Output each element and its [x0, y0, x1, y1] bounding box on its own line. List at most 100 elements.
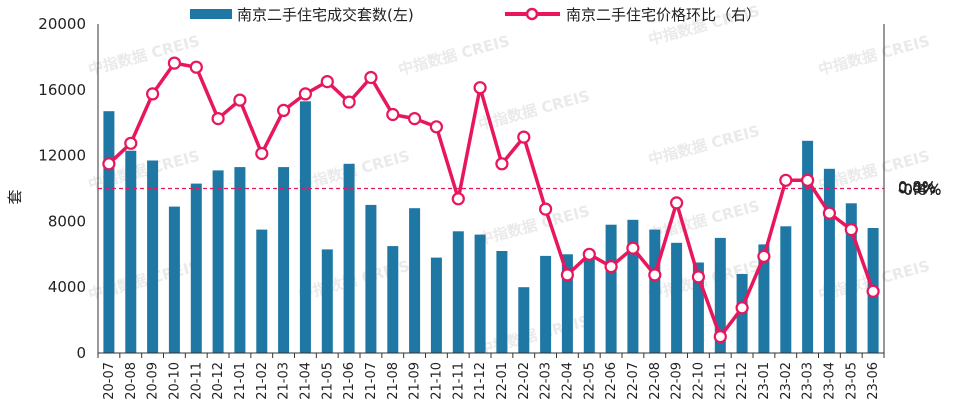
- bar-22-07: [627, 219, 639, 353]
- x-tick-label: 21-12: [473, 362, 488, 400]
- point-21-02: [255, 146, 269, 161]
- bar-22-11: [714, 237, 726, 353]
- legend-bar-label: 南京二手住宅成交套数(左): [237, 6, 414, 24]
- bar-23-02: [780, 226, 792, 353]
- bar-21-07: [365, 204, 377, 353]
- bar-20-10: [168, 206, 180, 353]
- x-tick-label: 20-10: [167, 362, 182, 400]
- point-21-08: [386, 107, 400, 122]
- y-left-tick-label: 0: [76, 344, 86, 362]
- point-22-06: [604, 260, 618, 274]
- legend-bar-swatch: [190, 9, 232, 19]
- point-21-04: [298, 87, 312, 101]
- watermark-text: 中指数据 CREIS: [816, 32, 931, 79]
- x-tick-label: 22-05: [582, 362, 597, 400]
- y-right-tick-label: 0.4%: [898, 179, 936, 197]
- point-20-10: [167, 56, 181, 70]
- x-tick-label: 22-11: [713, 362, 728, 400]
- watermark-text: 中指数据 CREIS: [86, 32, 201, 79]
- x-tick-label: 22-09: [670, 362, 685, 400]
- bar-21-08: [387, 246, 399, 353]
- point-23-04: [822, 206, 837, 220]
- point-21-10: [429, 120, 443, 134]
- y-left-tick-label: 4000: [48, 278, 86, 296]
- bar-series: [103, 101, 879, 353]
- y-right-ticks: -0.8%-0.4%0.0%0.4%0.8%: [898, 178, 942, 199]
- bar-21-04: [299, 101, 311, 353]
- point-22-01: [495, 157, 509, 171]
- line-series: [102, 56, 880, 344]
- watermark-text: 中指数据 CREIS: [646, 197, 761, 244]
- x-tick-label: 23-06: [866, 362, 881, 400]
- point-20-12: [211, 111, 225, 126]
- x-tick-label: 21-04: [298, 362, 313, 400]
- x-tick-label: 21-03: [277, 362, 292, 400]
- bar-21-12: [474, 234, 486, 353]
- axes: [97, 24, 885, 358]
- point-23-02: [779, 173, 793, 187]
- point-20-07: [102, 157, 116, 171]
- bar-23-03: [802, 140, 814, 353]
- x-tick-label: 22-04: [560, 362, 575, 400]
- x-tick-label: 21-01: [233, 362, 248, 400]
- x-tick-label: 21-02: [255, 362, 270, 400]
- bar-22-02: [518, 287, 530, 353]
- x-tick-label: 22-03: [539, 362, 554, 400]
- y-left-axis-label: 套: [6, 189, 24, 204]
- point-21-01: [233, 93, 247, 107]
- point-22-08: [648, 268, 662, 282]
- x-tick-label: 20-09: [146, 362, 161, 400]
- x-tick-label: 23-04: [822, 362, 837, 400]
- y-left-tick-label: 20000: [38, 15, 86, 33]
- x-tick-label: 21-08: [386, 362, 401, 400]
- point-20-08: [124, 136, 138, 150]
- bar-23-05: [845, 203, 857, 353]
- point-20-11: [189, 60, 203, 74]
- point-21-05: [320, 74, 334, 89]
- x-tick-label: 22-01: [495, 362, 510, 400]
- bar-20-07: [103, 111, 115, 353]
- y-right-tick-label: -0.8%: [898, 181, 942, 199]
- bar-20-12: [212, 170, 224, 353]
- watermark-text: 中指数据 CREIS: [476, 87, 591, 134]
- y-left-tick-label: 8000: [48, 212, 86, 230]
- point-22-04: [560, 268, 575, 282]
- point-22-09: [669, 196, 684, 210]
- x-tick-label: 22-10: [691, 362, 706, 400]
- bar-22-05: [583, 254, 595, 353]
- y-left-tick-label: 16000: [38, 81, 86, 99]
- bar-23-01: [758, 244, 770, 353]
- bar-21-02: [256, 229, 268, 353]
- bar-22-06: [605, 224, 617, 353]
- x-tick-label: 22-06: [604, 362, 619, 400]
- y-left-tick-label: 12000: [38, 147, 86, 165]
- x-tick-label: 23-02: [779, 362, 794, 400]
- watermark-text: 中指数据 CREIS: [646, 122, 761, 169]
- watermark-text: 中指数据 CREIS: [476, 312, 591, 359]
- point-20-09: [146, 87, 160, 101]
- point-21-06: [342, 95, 356, 109]
- x-tick-label: 21-11: [451, 362, 466, 400]
- x-tick-label: 21-07: [364, 362, 379, 400]
- bar-22-08: [649, 229, 661, 353]
- point-21-07: [364, 70, 378, 85]
- bar-22-09: [671, 242, 683, 353]
- bar-20-08: [125, 150, 137, 353]
- x-tick-label: 23-01: [757, 362, 772, 400]
- x-tick-label: 20-11: [189, 362, 204, 400]
- bar-23-04: [823, 168, 835, 353]
- watermark-text: 中指数据 CREIS: [476, 202, 591, 249]
- bar-22-01: [496, 251, 508, 353]
- x-tick-label: 22-07: [626, 362, 641, 400]
- point-22-12: [735, 301, 749, 315]
- point-23-06: [866, 284, 880, 298]
- bar-21-11: [452, 231, 464, 353]
- point-22-10: [691, 270, 706, 284]
- watermark-text: 中指数据 CREIS: [396, 32, 511, 79]
- x-tick-label: 21-05: [320, 362, 335, 400]
- x-tick-label: 22-08: [648, 362, 663, 400]
- point-22-07: [626, 241, 640, 255]
- x-tick-label: 23-05: [844, 362, 859, 400]
- x-tick-label: 20-12: [211, 362, 226, 400]
- x-tick-label: 22-12: [735, 362, 750, 400]
